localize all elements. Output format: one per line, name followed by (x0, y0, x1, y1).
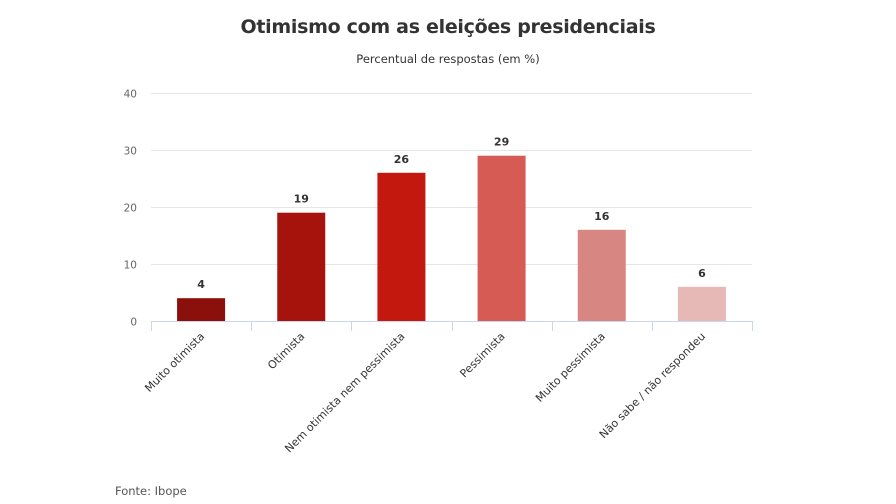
y-axis-ticks: 0 10 20 30 40 (124, 89, 137, 329)
y-tick-label: 30 (124, 146, 137, 158)
data-label: 29 (494, 136, 509, 149)
y-tick-label: 10 (124, 260, 137, 272)
chart-title: Otimismo com as eleições presidenciais (240, 16, 656, 38)
source-note: Fonte: Ibope (115, 484, 187, 498)
bar[interactable] (377, 172, 426, 321)
chart-subtitle: Percentual de respostas (em %) (356, 52, 540, 66)
bar[interactable] (577, 229, 626, 321)
x-tick-label: Otimista (265, 330, 307, 372)
gridlines (151, 93, 752, 265)
x-tick-label: Nem otimista nem pessimista (282, 330, 407, 455)
x-tick-label: Pessimista (457, 330, 507, 380)
x-tick-label: Não sabe / não respondeu (597, 330, 708, 441)
bar[interactable] (277, 212, 326, 321)
y-tick-label: 40 (124, 89, 137, 101)
bar[interactable] (477, 155, 526, 321)
data-label: 16 (594, 210, 610, 223)
data-label: 4 (197, 278, 205, 291)
y-tick-label: 0 (130, 317, 137, 329)
data-labels: 4 19 26 29 16 6 (197, 136, 706, 292)
bars (177, 155, 726, 321)
x-tick-label: Muito otimista (142, 330, 207, 395)
data-label: 6 (698, 267, 706, 280)
x-axis (151, 321, 753, 331)
x-tick-label: Muito pessimista (533, 330, 608, 405)
bar[interactable] (677, 286, 726, 321)
data-label: 19 (294, 193, 309, 206)
y-tick-label: 20 (124, 203, 137, 215)
bar[interactable] (177, 298, 226, 321)
data-label: 26 (394, 153, 410, 166)
